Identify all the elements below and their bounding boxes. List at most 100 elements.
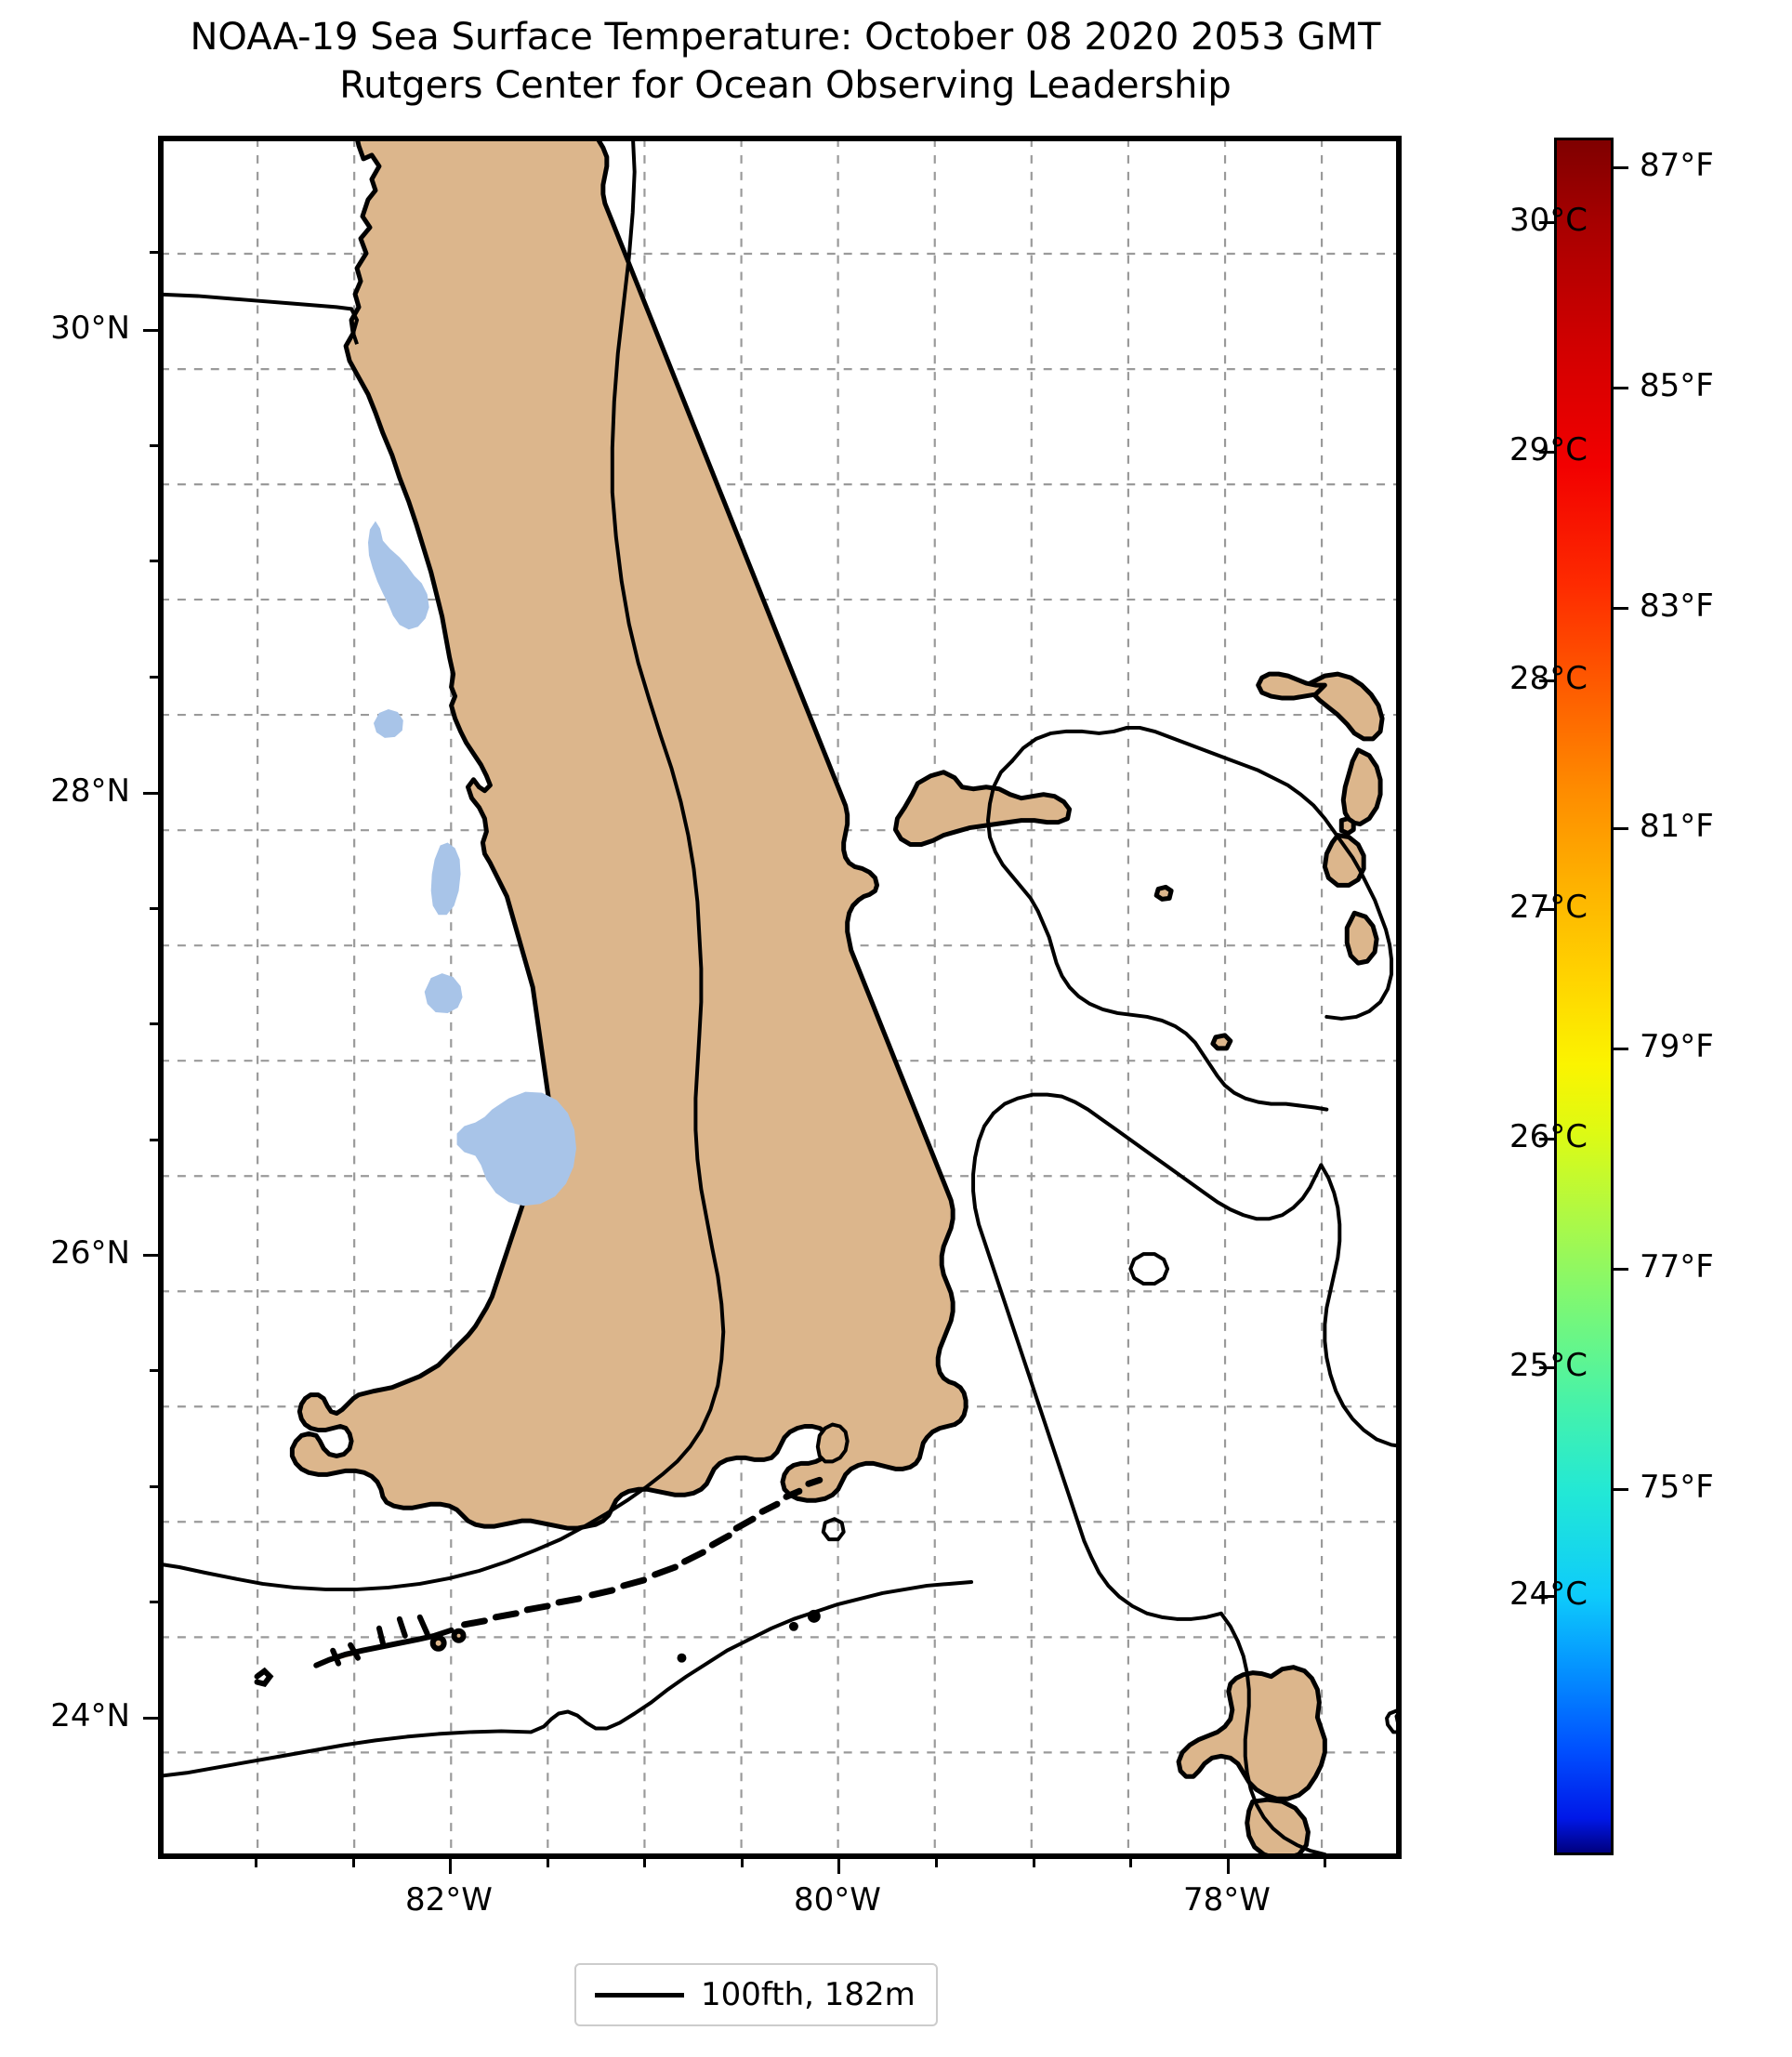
cb-tick-right-83f — [1614, 607, 1628, 610]
small-cay-3 — [1210, 1033, 1233, 1051]
y-tick-minor — [150, 907, 158, 910]
bahamas-land — [892, 671, 1399, 1856]
contour-little-bahama-bank — [1009, 725, 1394, 1021]
x-tick-major-80w — [837, 1859, 840, 1874]
y-tick-minor — [150, 1601, 158, 1603]
x-axis-label-78w: 78°W — [1183, 1881, 1271, 1919]
cb-label-30c: 30°C — [1509, 202, 1588, 239]
state-border — [161, 292, 360, 345]
cb-tick-right-81f — [1614, 827, 1628, 830]
x-tick-minor — [935, 1859, 938, 1867]
cb-label-77f: 77°F — [1640, 1248, 1714, 1286]
x-tick-minor — [1033, 1859, 1035, 1867]
plot-border — [161, 138, 1399, 1856]
marquesas-keys — [254, 1667, 274, 1687]
x-tick-minor — [352, 1859, 355, 1867]
cb-label-75f: 75°F — [1640, 1469, 1714, 1506]
x-axis-label-82w: 82°W — [405, 1881, 493, 1919]
contour-small-feature-3 — [1385, 1708, 1399, 1734]
abaco-north-arm — [1256, 671, 1327, 701]
map-plot-area[interactable] — [158, 136, 1402, 1859]
x-tick-minor — [255, 1859, 257, 1867]
cb-label-28c: 28°C — [1509, 660, 1588, 697]
cb-tick-left-26c — [1539, 1138, 1554, 1141]
y-tick-minor — [150, 444, 158, 447]
cb-label-85f: 85°F — [1640, 367, 1714, 404]
temperature-colorbar[interactable]: 30°C 29°C 28°C 27°C 26°C 25°C 24°C 87°F … — [1509, 138, 1714, 1855]
cb-label-25c: 25°C — [1509, 1347, 1588, 1384]
y-tick-minor — [150, 251, 158, 254]
legend-label: 100fth, 182m — [701, 1976, 916, 2013]
contour-gulf-stream — [161, 138, 726, 1591]
abaco-south-tip — [1322, 833, 1366, 888]
grand-bahama-island — [892, 770, 1073, 848]
cb-tick-left-28c — [1539, 679, 1554, 682]
cb-label-29c: 29°C — [1509, 431, 1588, 468]
land-masses — [289, 138, 968, 1531]
cb-label-27c: 27°C — [1509, 889, 1588, 926]
andros-island — [1176, 1665, 1327, 1801]
cb-tick-right-85f — [1614, 387, 1628, 389]
eleuthera-island — [1344, 910, 1379, 966]
y-tick-major-30n — [143, 329, 158, 332]
lake-george — [367, 521, 429, 630]
colorbar-gradient — [1554, 138, 1614, 1855]
title-line-1: NOAA-19 Sea Surface Temperature: October… — [190, 16, 1381, 59]
lake-kissimmee — [430, 842, 461, 916]
x-axis-label-80w: 80°W — [794, 1881, 881, 1919]
y-axis-label-24n: 24°N — [50, 1697, 130, 1734]
x-tick-minor — [1129, 1859, 1132, 1867]
x-tick-minor — [547, 1859, 549, 1867]
florida-peninsula-land — [289, 138, 968, 1531]
lake-istokpoga — [424, 973, 463, 1013]
y-tick-major-26n — [143, 1254, 158, 1257]
y-axis-label-28n: 28°N — [50, 772, 130, 810]
title-line-2: Rutgers Center for Ocean Observing Leade… — [339, 64, 1232, 107]
contour-great-bahama-bank-w — [971, 1111, 1223, 1621]
figure-title: NOAA-19 Sea Surface Temperature: October… — [0, 13, 1571, 110]
florida-east-coast-strip — [815, 1422, 850, 1464]
cb-tick-right-87f — [1614, 166, 1628, 169]
y-axis-label-30n: 30°N — [50, 310, 130, 347]
cb-tick-right-75f — [1614, 1488, 1628, 1491]
contour-tongue-of-ocean — [1219, 1611, 1327, 1856]
cb-tick-right-77f — [1614, 1268, 1628, 1271]
cb-tick-right-79f — [1614, 1048, 1628, 1050]
contour-great-bahama-bank-se — [1319, 1163, 1399, 1448]
bathymetry-contour-100fth — [161, 138, 1399, 1856]
cb-label-26c: 26°C — [1509, 1118, 1588, 1155]
y-tick-minor — [150, 560, 158, 562]
cb-label-81f: 81°F — [1640, 808, 1714, 845]
map-legend[interactable]: 100fth, 182m — [574, 1963, 938, 2026]
contour-great-bahama-bank-n — [991, 1092, 1324, 1221]
y-tick-major-28n — [143, 792, 158, 795]
cb-tick-left-30c — [1539, 221, 1554, 224]
great-abaco-south — [1340, 747, 1383, 827]
small-cay-1 — [1338, 816, 1356, 837]
abaco-island — [1307, 671, 1385, 742]
cb-label-87f: 87°F — [1640, 147, 1714, 184]
lower-keys-cluster — [313, 1614, 467, 1668]
x-tick-major-78w — [1227, 1859, 1230, 1874]
cb-tick-left-27c — [1539, 908, 1554, 911]
x-tick-minor — [741, 1859, 744, 1867]
cb-label-83f: 83°F — [1640, 587, 1714, 625]
contour-keys-shelf — [161, 1579, 974, 1778]
cb-tick-left-29c — [1539, 451, 1554, 454]
contour-small-feature-1 — [1128, 1252, 1170, 1286]
lake-okeechobee — [456, 1091, 576, 1207]
y-tick-minor — [150, 1485, 158, 1488]
inland-lakes — [367, 521, 576, 1207]
cb-tick-left-24c — [1539, 1595, 1554, 1598]
cb-tick-left-25c — [1539, 1366, 1554, 1369]
legend-line-swatch — [595, 1992, 684, 1998]
x-tick-minor — [643, 1859, 646, 1867]
y-tick-minor — [150, 1139, 158, 1141]
y-tick-minor — [150, 676, 158, 679]
contour-small-feature-4 — [821, 1517, 846, 1542]
map-canvas — [161, 138, 1399, 1856]
x-tick-minor — [1324, 1859, 1326, 1867]
x-tick-major-82w — [449, 1859, 452, 1874]
florida-keys — [461, 1476, 824, 1628]
y-tick-minor — [150, 1369, 158, 1372]
